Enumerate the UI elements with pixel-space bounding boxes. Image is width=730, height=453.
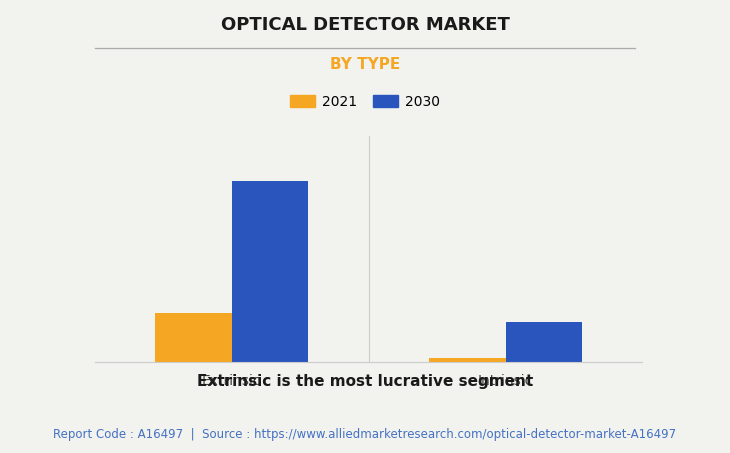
- Text: OPTICAL DETECTOR MARKET: OPTICAL DETECTOR MARKET: [220, 16, 510, 34]
- Text: Extrinsic is the most lucrative segment: Extrinsic is the most lucrative segment: [197, 374, 533, 389]
- Bar: [232, 181, 309, 362]
- Legend: 2021, 2030: 2021, 2030: [285, 91, 445, 113]
- Text: Report Code : A16497  |  Source : https://www.alliedmarketresearch.com/optical-d: Report Code : A16497 | Source : https://…: [53, 428, 677, 441]
- Text: BY TYPE: BY TYPE: [330, 57, 400, 72]
- Bar: [505, 322, 583, 362]
- Bar: [155, 313, 232, 362]
- Bar: [429, 358, 505, 362]
